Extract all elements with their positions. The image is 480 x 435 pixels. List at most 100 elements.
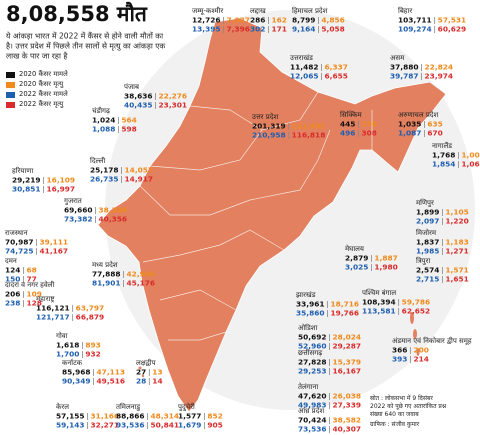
death-count: 13 xyxy=(152,368,162,377)
death-count: 62,652 xyxy=(402,307,431,316)
state-name: अरुणाचल प्रदेश xyxy=(398,110,439,119)
legend-label: 2022 कैंसर मामले xyxy=(19,89,68,98)
case-count: 302 xyxy=(250,25,265,34)
case-count: 47,620 xyxy=(298,392,327,401)
case-count: 25,178 xyxy=(90,166,119,175)
death-count: 308 xyxy=(361,129,376,138)
state-name: आंध्र प्रदेश xyxy=(298,406,324,415)
death-count: 14,057 xyxy=(125,166,154,175)
death-count: 1,105 xyxy=(445,208,468,217)
state-name: तमिलनाडु xyxy=(116,402,141,411)
death-count: 39,111 xyxy=(40,238,69,247)
case-count: 70,424 xyxy=(298,416,327,425)
case-count: 39,787 xyxy=(390,72,419,81)
death-count: 26,038 xyxy=(333,392,362,401)
death-count: 50,841 xyxy=(151,421,180,430)
subtitle: लाख के पार जा रहा है xyxy=(6,52,68,61)
death-count: 200 xyxy=(413,346,428,355)
case-count: 28 xyxy=(136,377,146,386)
case-count: 238 xyxy=(5,299,20,308)
death-count: 7,396 xyxy=(227,25,250,34)
death-count: 1,651 xyxy=(445,275,468,284)
death-count: 42,966 xyxy=(127,270,156,279)
death-count: 109 xyxy=(26,290,41,299)
state-name: झारखंड xyxy=(296,291,316,299)
death-count: 598 xyxy=(121,125,136,134)
state-name: दिल्ली xyxy=(90,156,105,165)
state-name: हिमाचल प्रदेश xyxy=(292,6,328,15)
case-count: 2,574 xyxy=(416,266,439,275)
case-count: 124 xyxy=(5,266,20,275)
death-count: 111,491 xyxy=(292,122,326,131)
death-count: 214 xyxy=(413,355,428,364)
case-count: 26,735 xyxy=(90,175,119,184)
death-count: 128 xyxy=(26,299,41,308)
case-count: 74,725 xyxy=(5,247,34,256)
case-count: 210,958 xyxy=(252,131,286,140)
death-count: 564 xyxy=(121,116,136,125)
legend-label: 2022 कैंसर मृत्यु xyxy=(19,99,64,108)
credit: ग्राफिक : संजीव कुमार xyxy=(370,420,420,428)
case-count: 1,854 xyxy=(432,160,455,169)
legend-label: 2020 कैंसर मामले xyxy=(19,69,68,78)
death-count: 29,287 xyxy=(333,342,362,351)
death-count: 852 xyxy=(207,412,222,421)
case-count: 150 xyxy=(5,275,20,284)
death-count: 16,997 xyxy=(47,185,76,194)
case-count: 35,860 xyxy=(296,309,325,318)
andaman-islands xyxy=(410,312,420,356)
death-count: 57,531 xyxy=(438,16,467,25)
state-name: चंडीगढ़ xyxy=(92,106,111,115)
case-count: 1,035 xyxy=(398,120,421,129)
state-name: गुजरात xyxy=(64,197,83,205)
state-name: महाराष्ट्र xyxy=(36,295,55,303)
case-count: 206 xyxy=(5,290,20,299)
case-count: 37,880 xyxy=(390,63,419,72)
death-count: 276 xyxy=(361,120,376,129)
state-name: उत्तर प्रदेश xyxy=(252,112,278,121)
case-count: 11,482 xyxy=(290,63,319,72)
death-count: 1,008 xyxy=(461,151,480,160)
case-count: 3,025 xyxy=(345,263,368,272)
source-note: संख्या 640 का जवाब xyxy=(370,411,419,418)
death-count: 670 xyxy=(427,129,442,138)
death-count: 27,339 xyxy=(333,401,362,410)
state-name: राजस्थान xyxy=(5,229,28,237)
case-count: 393 xyxy=(392,355,407,364)
state-name: सिक्किम xyxy=(340,110,363,119)
death-count: 14,917 xyxy=(125,175,154,184)
state-name: मणिपुर xyxy=(416,198,434,207)
death-count: 49,516 xyxy=(97,377,126,386)
death-count: 15,379 xyxy=(333,358,362,367)
death-count: 19,766 xyxy=(331,309,360,318)
state-borders xyxy=(139,91,373,341)
case-count: 85,968 xyxy=(62,368,91,377)
case-count: 77,888 xyxy=(92,270,121,279)
case-count: 73,536 xyxy=(298,425,327,434)
death-count: 1,220 xyxy=(445,217,468,226)
state-name: ओडिशा xyxy=(298,323,317,332)
case-count: 113,581 xyxy=(362,307,396,316)
case-count: 70,987 xyxy=(5,238,34,247)
case-count: 33,961 xyxy=(296,300,325,309)
case-count: 57,155 xyxy=(56,412,85,421)
legend-swatch xyxy=(6,102,15,108)
death-count: 40,307 xyxy=(333,425,362,434)
state-name: उत्तराखंड xyxy=(290,54,313,62)
state-name: केरल xyxy=(56,402,69,411)
subtitle: ये आंकड़ा भारत में 2022 में कैंसर से होन… xyxy=(6,32,164,41)
case-count: 445 xyxy=(340,120,355,129)
case-count: 1,700 xyxy=(56,350,79,359)
death-count: 5,058 xyxy=(321,25,344,34)
state-name: दादरा व नगर हवेली xyxy=(5,280,55,289)
case-count: 2,715 xyxy=(416,275,439,284)
state-name: छत्तीसगढ़ xyxy=(298,348,323,357)
case-count: 12,065 xyxy=(290,72,319,81)
subtitle: है। उत्तर प्रदेश में पिछले तीन सालों से … xyxy=(6,42,165,52)
death-count: 1,980 xyxy=(374,263,397,272)
case-count: 1,768 xyxy=(432,151,455,160)
death-count: 59,786 xyxy=(402,298,431,307)
case-count: 50,692 xyxy=(298,333,327,342)
death-count: 171 xyxy=(271,25,286,34)
